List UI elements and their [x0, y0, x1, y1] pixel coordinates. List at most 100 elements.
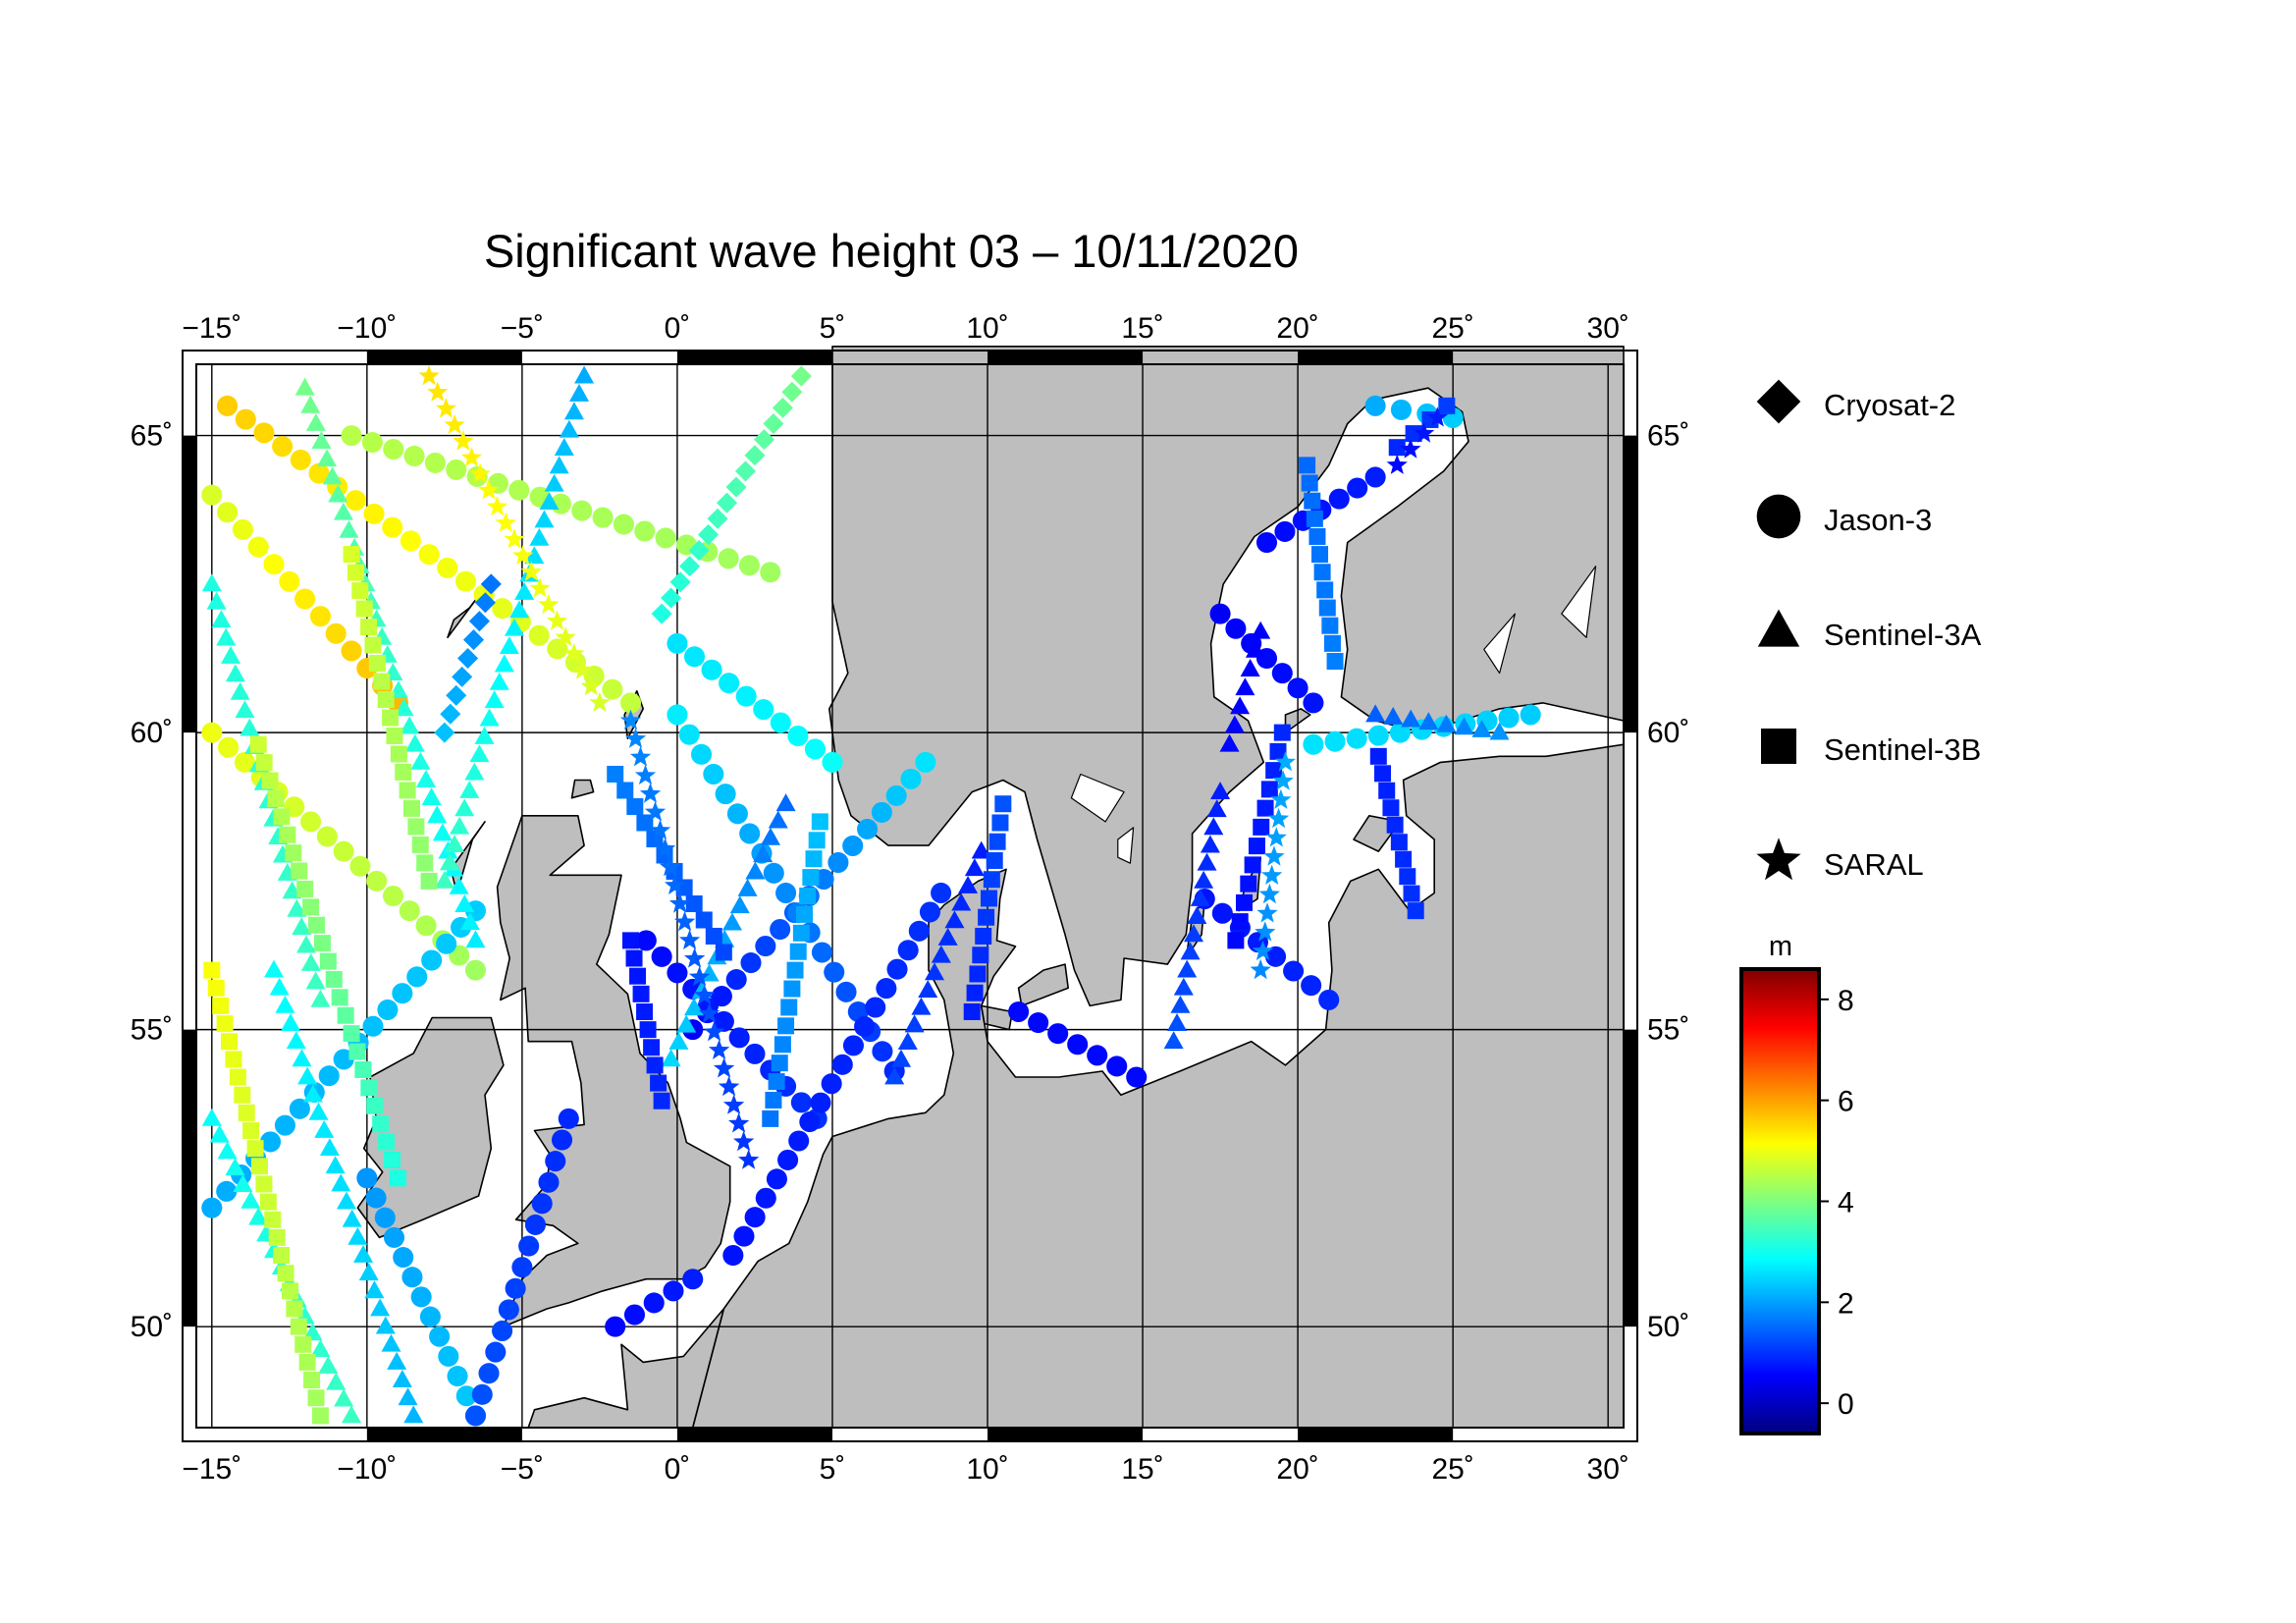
track-point: [622, 932, 640, 949]
track-point: [1256, 902, 1278, 923]
track-point: [331, 989, 348, 1006]
track-point: [872, 1041, 893, 1062]
track-point: [1253, 818, 1270, 836]
track-point: [246, 1140, 264, 1158]
track-point: [824, 961, 845, 983]
track-point: [520, 561, 542, 581]
track-point: [1313, 564, 1331, 581]
track-point: [427, 381, 449, 402]
track-point: [1383, 707, 1404, 725]
track-point: [1414, 422, 1435, 443]
track-point: [733, 1225, 755, 1247]
track-point: [644, 801, 667, 822]
track-point: [381, 1333, 401, 1352]
track-point: [1364, 466, 1386, 488]
track-point: [372, 1115, 390, 1133]
star-icon: [1756, 838, 1801, 881]
track-point: [479, 708, 500, 727]
track-point: [1258, 883, 1280, 904]
track-point: [1418, 712, 1439, 730]
track-point: [650, 1074, 667, 1092]
track-point: [279, 826, 296, 843]
track-point: [419, 1306, 441, 1327]
track-point: [302, 898, 320, 916]
track-point: [225, 1158, 245, 1176]
track-point: [753, 699, 774, 721]
track-saral-40: [619, 709, 760, 1169]
track-point: [273, 808, 291, 826]
track-point: [358, 1263, 379, 1281]
track-point: [629, 746, 652, 767]
track-point: [353, 1245, 374, 1263]
triangle-symbol: [1757, 609, 1800, 647]
track-point: [571, 659, 594, 679]
track-point: [624, 728, 647, 748]
track-point: [1301, 474, 1318, 492]
track-point: [636, 1002, 654, 1020]
track-point: [678, 724, 700, 745]
track-point: [635, 930, 657, 951]
legend-label-cryosat-2: Cryosat-2: [1824, 388, 1955, 422]
track-point: [454, 798, 475, 817]
track-point: [313, 935, 331, 952]
track-point: [1386, 454, 1408, 474]
track-point: [685, 894, 703, 912]
track-sentinel-3b-39: [1369, 747, 1424, 920]
track-point: [744, 1043, 766, 1064]
track-point: [908, 920, 930, 942]
frame-bar-left: [183, 435, 196, 733]
track-point: [616, 782, 634, 799]
track-point: [382, 709, 400, 727]
lon-label-bottom: 0˚: [665, 1453, 691, 1486]
track-point: [411, 836, 429, 853]
track-point: [355, 600, 373, 618]
track-point: [300, 395, 321, 413]
track-point: [1224, 715, 1245, 733]
track-point: [319, 1138, 340, 1157]
track-point: [719, 673, 740, 694]
track-point: [676, 1014, 697, 1033]
track-point: [762, 1109, 779, 1127]
lat-label-left: 65˚: [131, 420, 173, 453]
track-point: [415, 769, 437, 787]
track-point: [207, 979, 225, 997]
track-point: [294, 377, 315, 396]
track-point: [722, 1245, 744, 1267]
lat-label-left: 50˚: [131, 1311, 173, 1343]
track-point: [607, 765, 624, 783]
track-point: [499, 636, 519, 654]
track-point: [1306, 510, 1323, 527]
track-point: [715, 944, 732, 961]
track-point: [440, 703, 461, 725]
track-point: [279, 570, 300, 592]
legend-label-sentinel-3a: Sentinel-3A: [1824, 618, 1982, 652]
lake-1: [1117, 827, 1135, 864]
track-point: [1382, 799, 1400, 817]
track-point: [745, 861, 766, 880]
track-point: [904, 1014, 925, 1033]
legend-item-saral: SARAL: [1756, 838, 1924, 882]
track-jason-3-5: [201, 900, 487, 1218]
faroe-land: [447, 595, 480, 639]
track-point: [1250, 958, 1271, 980]
track-point: [777, 1017, 795, 1035]
track-point: [951, 893, 972, 911]
track-point: [1260, 781, 1278, 798]
track-point: [471, 1383, 493, 1405]
track-point: [634, 520, 656, 542]
track-point: [307, 1389, 325, 1407]
frame-bar-top: [1298, 351, 1454, 364]
track-point: [465, 930, 486, 948]
track-point: [1299, 457, 1316, 474]
track-point: [661, 1049, 681, 1067]
track-point: [217, 1141, 238, 1160]
track-point: [247, 536, 269, 558]
track-point: [988, 833, 1006, 850]
track-point: [886, 958, 908, 980]
track-point: [613, 514, 634, 535]
track-point: [651, 946, 672, 967]
track-point: [983, 871, 1000, 889]
britain-land: [496, 814, 731, 1327]
track-point: [427, 805, 448, 824]
track-point: [1386, 816, 1404, 834]
